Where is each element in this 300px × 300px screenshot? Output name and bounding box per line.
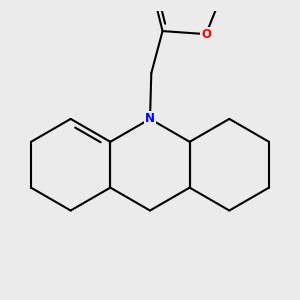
Text: O: O [201, 28, 211, 40]
Text: N: N [145, 112, 155, 125]
